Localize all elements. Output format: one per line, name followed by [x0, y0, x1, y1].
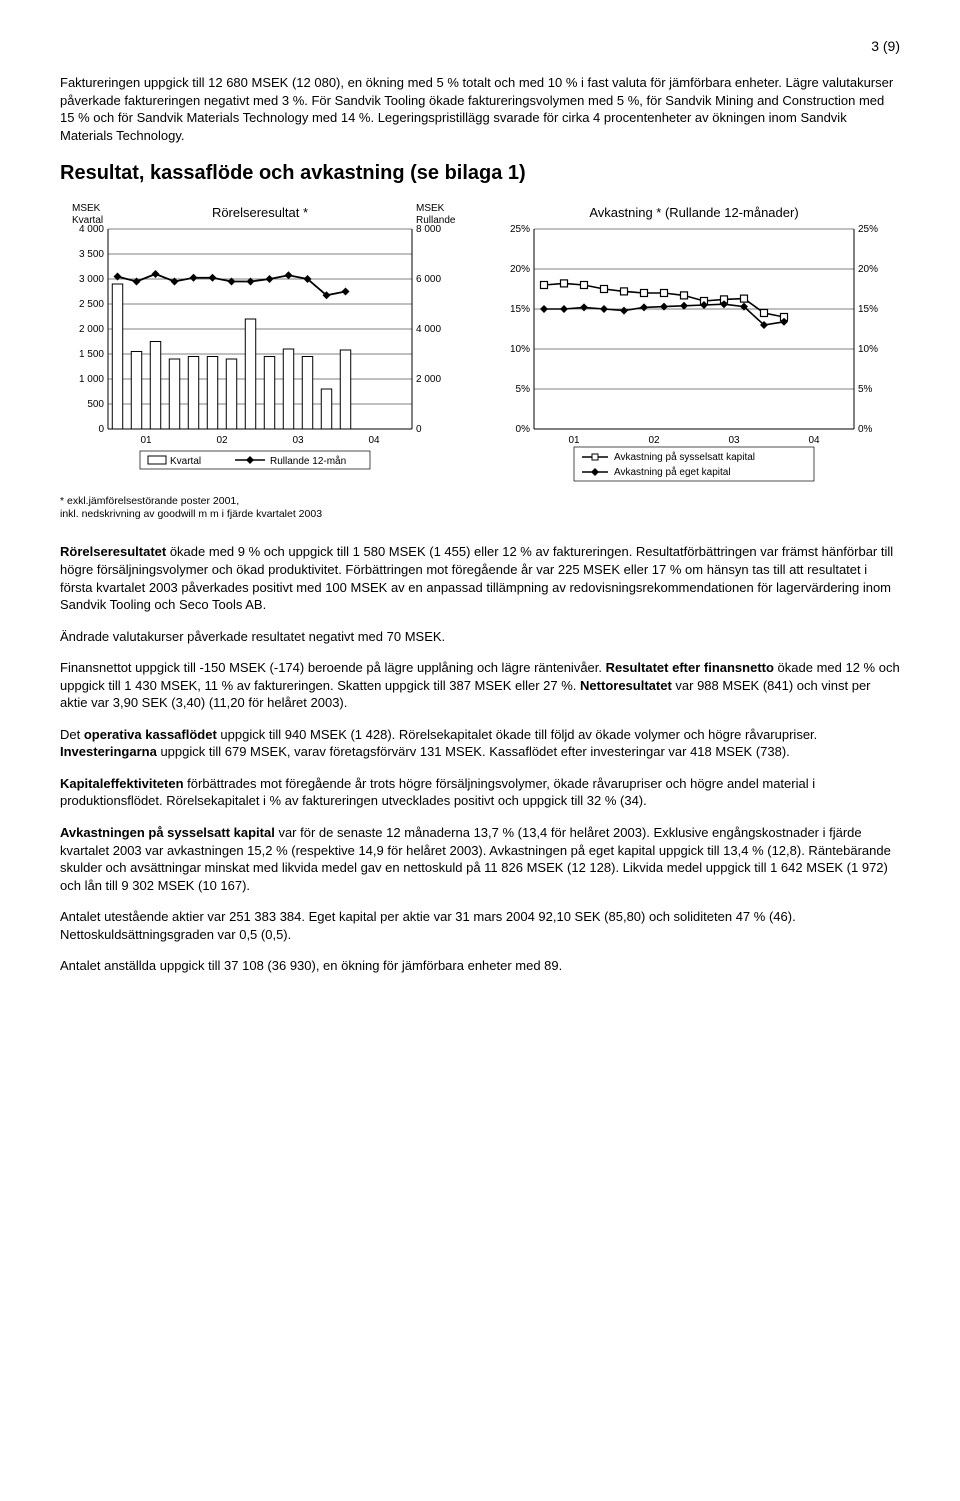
svg-text:1 500: 1 500 [79, 349, 104, 360]
svg-text:MSEK: MSEK [72, 203, 101, 214]
body-p6: Avkastningen på sysselsatt kapital var f… [60, 824, 900, 894]
svg-text:02: 02 [648, 435, 660, 446]
svg-text:Rullande 12-mån: Rullande 12-mån [270, 455, 346, 467]
body-p2: Ändrade valutakurser påverkade resultate… [60, 628, 900, 646]
body-p3: Finansnettot uppgick till -150 MSEK (-17… [60, 659, 900, 712]
svg-text:15%: 15% [510, 304, 530, 315]
svg-text:5%: 5% [516, 384, 531, 395]
svg-text:0%: 0% [516, 424, 531, 435]
svg-text:6 000: 6 000 [416, 274, 441, 285]
svg-text:Avkastning * (Rullande 12-må: Avkastning * (Rullande 12-månader) [589, 205, 798, 220]
svg-text:20%: 20% [858, 264, 878, 275]
svg-text:04: 04 [368, 435, 380, 446]
svg-text:Avkastning på eget kapital: Avkastning på eget kapital [614, 466, 731, 478]
svg-text:10%: 10% [858, 344, 878, 355]
svg-text:25%: 25% [510, 224, 530, 235]
svg-text:03: 03 [728, 435, 740, 446]
svg-text:5%: 5% [858, 384, 873, 395]
svg-text:2 500: 2 500 [79, 299, 104, 310]
svg-text:10%: 10% [510, 344, 530, 355]
body-p8: Antalet anställda uppgick till 37 108 (3… [60, 957, 900, 975]
svg-text:MSEK: MSEK [416, 203, 445, 214]
svg-text:2 000: 2 000 [416, 374, 441, 385]
chart1-footnote: * exkl.jämförelsestörande poster 2001, i… [60, 495, 466, 521]
svg-text:0: 0 [416, 424, 422, 435]
body-p4: Det operativa kassaflödet uppgick till 9… [60, 726, 900, 761]
chart-avkastning: Avkastning * (Rullande 12-månader) 0% 0% 5%… [494, 199, 900, 521]
section-title: Resultat, kassaflöde och avkastning (se … [60, 162, 900, 185]
svg-text:Kvartal: Kvartal [170, 456, 201, 467]
svg-text:20%: 20% [510, 264, 530, 275]
page-number: 3 (9) [60, 38, 900, 54]
svg-text:4 000: 4 000 [79, 224, 104, 235]
svg-text:0%: 0% [858, 424, 873, 435]
svg-text:3 000: 3 000 [79, 274, 104, 285]
chart-rorelseresultat: MSEK Kvartal Rörelseresultat * MSEK Rullande… [60, 199, 466, 521]
svg-text:01: 01 [140, 435, 152, 446]
svg-text:03: 03 [292, 435, 304, 446]
svg-text:Avkastning på sysselsatt kapit: Avkastning på sysselsatt kapital [614, 451, 755, 463]
svg-text:04: 04 [808, 435, 820, 446]
svg-text:1 000: 1 000 [79, 374, 104, 385]
body-p1: Rörelseresultatet ökade med 9 % och uppg… [60, 543, 900, 613]
svg-text:500: 500 [87, 399, 104, 410]
svg-text:Rörelseresultat *: Rörelseresultat * [212, 205, 308, 220]
svg-text:4 000: 4 000 [416, 324, 441, 335]
svg-text:02: 02 [216, 435, 228, 446]
body-p7: Antalet utestående aktier var 251 383 38… [60, 908, 900, 943]
svg-text:15%: 15% [858, 304, 878, 315]
charts-row: MSEK Kvartal Rörelseresultat * MSEK Rullande… [60, 199, 900, 521]
svg-text:3 500: 3 500 [79, 249, 104, 260]
svg-text:0: 0 [98, 424, 104, 435]
intro-paragraph: Faktureringen uppgick till 12 680 MSEK (… [60, 74, 900, 144]
svg-text:8 000: 8 000 [416, 224, 441, 235]
svg-text:2 000: 2 000 [79, 324, 104, 335]
svg-text:25%: 25% [858, 224, 878, 235]
svg-text:01: 01 [568, 435, 580, 446]
body-p5: Kapitaleffektiviteten förbättrades mot f… [60, 775, 900, 810]
